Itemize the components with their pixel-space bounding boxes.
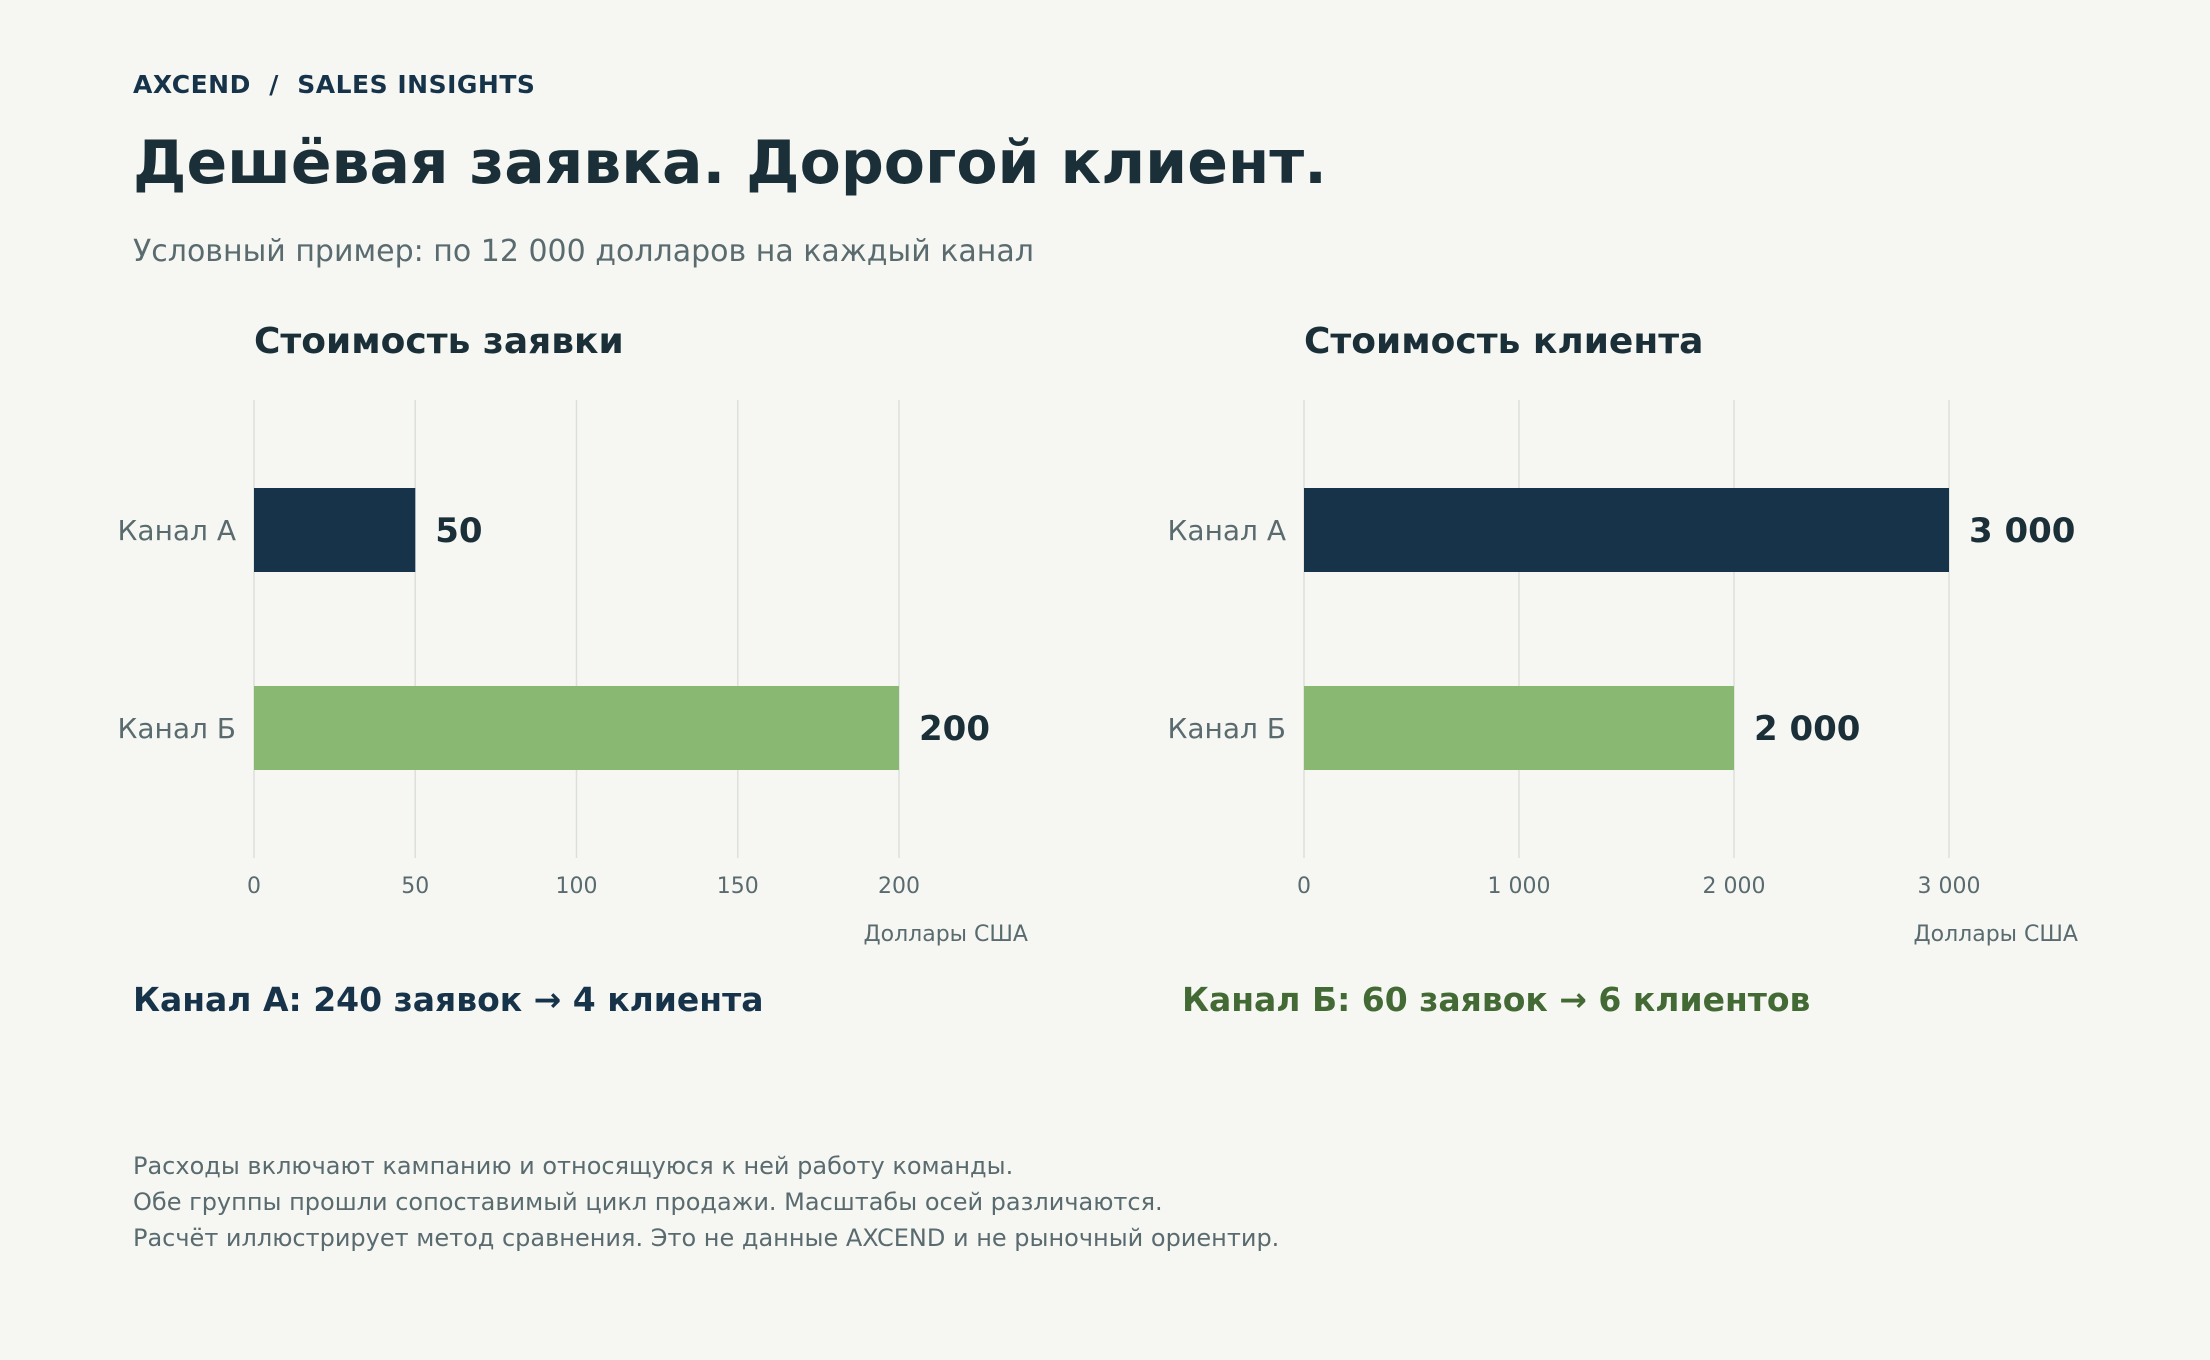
tick-label: 150 <box>717 874 759 899</box>
footnote-line: Обе группы прошли сопоставимый цикл прод… <box>133 1188 1163 1216</box>
category-label: Канал Б <box>117 712 236 745</box>
tick-label: 0 <box>247 874 261 899</box>
tick-label: 0 <box>1297 874 1311 899</box>
brand-breadcrumb: AXCEND / SALES INSIGHTS <box>133 70 536 99</box>
footnote-line: Расчёт иллюстрирует метод сравнения. Это… <box>133 1224 1280 1252</box>
chart-title: Стоимость клиента <box>1304 321 1703 362</box>
footnote-line: Расходы включают кампанию и относящуюся … <box>133 1152 1014 1180</box>
conclusion-channel-b: Канал Б: 60 заявок → 6 клиентов <box>1182 980 1811 1019</box>
bar <box>1304 686 1734 770</box>
page-title: Дешёвая заявка. Дорогой клиент. <box>133 128 1327 198</box>
bar <box>254 488 416 572</box>
data-label: 2 000 <box>1754 709 1860 749</box>
tick-label: 100 <box>556 874 598 899</box>
data-label: 50 <box>435 511 482 551</box>
footnotes: Расходы включают кампанию и относящуюся … <box>133 1148 1279 1256</box>
bar <box>1304 488 1949 572</box>
category-label: Канал А <box>1168 514 1286 547</box>
bar <box>254 686 899 770</box>
category-label: Канал Б <box>1167 712 1286 745</box>
tick-label: 200 <box>878 874 920 899</box>
data-label: 200 <box>919 709 990 749</box>
tick-label: 3 000 <box>1918 874 1981 899</box>
page-subtitle: Условный пример: по 12 000 долларов на к… <box>133 234 1034 269</box>
x-axis-label: Доллары США <box>863 922 1028 947</box>
tick-label: 2 000 <box>1703 874 1766 899</box>
tick-label: 1 000 <box>1488 874 1551 899</box>
data-label: 3 000 <box>1969 511 2075 551</box>
category-label: Канал А <box>118 514 236 547</box>
chart-title: Стоимость заявки <box>254 321 624 362</box>
conclusion-channel-a: Канал А: 240 заявок → 4 клиента <box>133 980 764 1019</box>
x-axis-label: Доллары США <box>1913 922 2078 947</box>
tick-label: 50 <box>401 874 429 899</box>
